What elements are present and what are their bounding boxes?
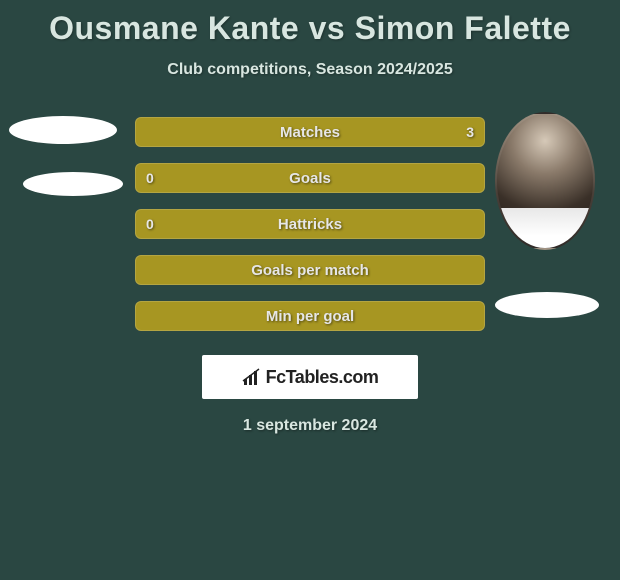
- stat-label: Goals per match: [251, 262, 369, 279]
- player-left-column: [5, 117, 125, 347]
- stat-label: Goals: [289, 170, 331, 187]
- stat-value-left: 0: [146, 170, 154, 186]
- bar-chart-icon: [242, 367, 262, 387]
- stat-bar-hattricks: 0 Hattricks: [135, 209, 485, 239]
- page-title: Ousmane Kante vs Simon Falette: [0, 0, 620, 47]
- stat-bar-matches: Matches 3: [135, 117, 485, 147]
- stat-value-left: 0: [146, 216, 154, 232]
- stat-bar-goals-per-match: Goals per match: [135, 255, 485, 285]
- placeholder-ellipse: [23, 172, 123, 196]
- stat-bars: Matches 3 0 Goals 0 Hattricks Goals per …: [135, 117, 485, 347]
- player-right-column: [495, 117, 615, 347]
- comparison-area: Matches 3 0 Goals 0 Hattricks Goals per …: [0, 117, 620, 347]
- placeholder-ellipse: [495, 292, 599, 318]
- date-label: 1 september 2024: [0, 417, 620, 435]
- source-logo-text: FcTables.com: [266, 367, 379, 388]
- stat-bar-min-per-goal: Min per goal: [135, 301, 485, 331]
- stat-value-right: 3: [466, 124, 474, 140]
- stat-bar-goals: 0 Goals: [135, 163, 485, 193]
- player-photo-right: [495, 112, 595, 250]
- placeholder-ellipse: [9, 116, 117, 144]
- stat-label: Hattricks: [278, 216, 342, 233]
- stat-label: Min per goal: [266, 308, 354, 325]
- source-logo[interactable]: FcTables.com: [202, 355, 418, 399]
- subtitle: Club competitions, Season 2024/2025: [0, 61, 620, 79]
- stat-label: Matches: [280, 124, 340, 141]
